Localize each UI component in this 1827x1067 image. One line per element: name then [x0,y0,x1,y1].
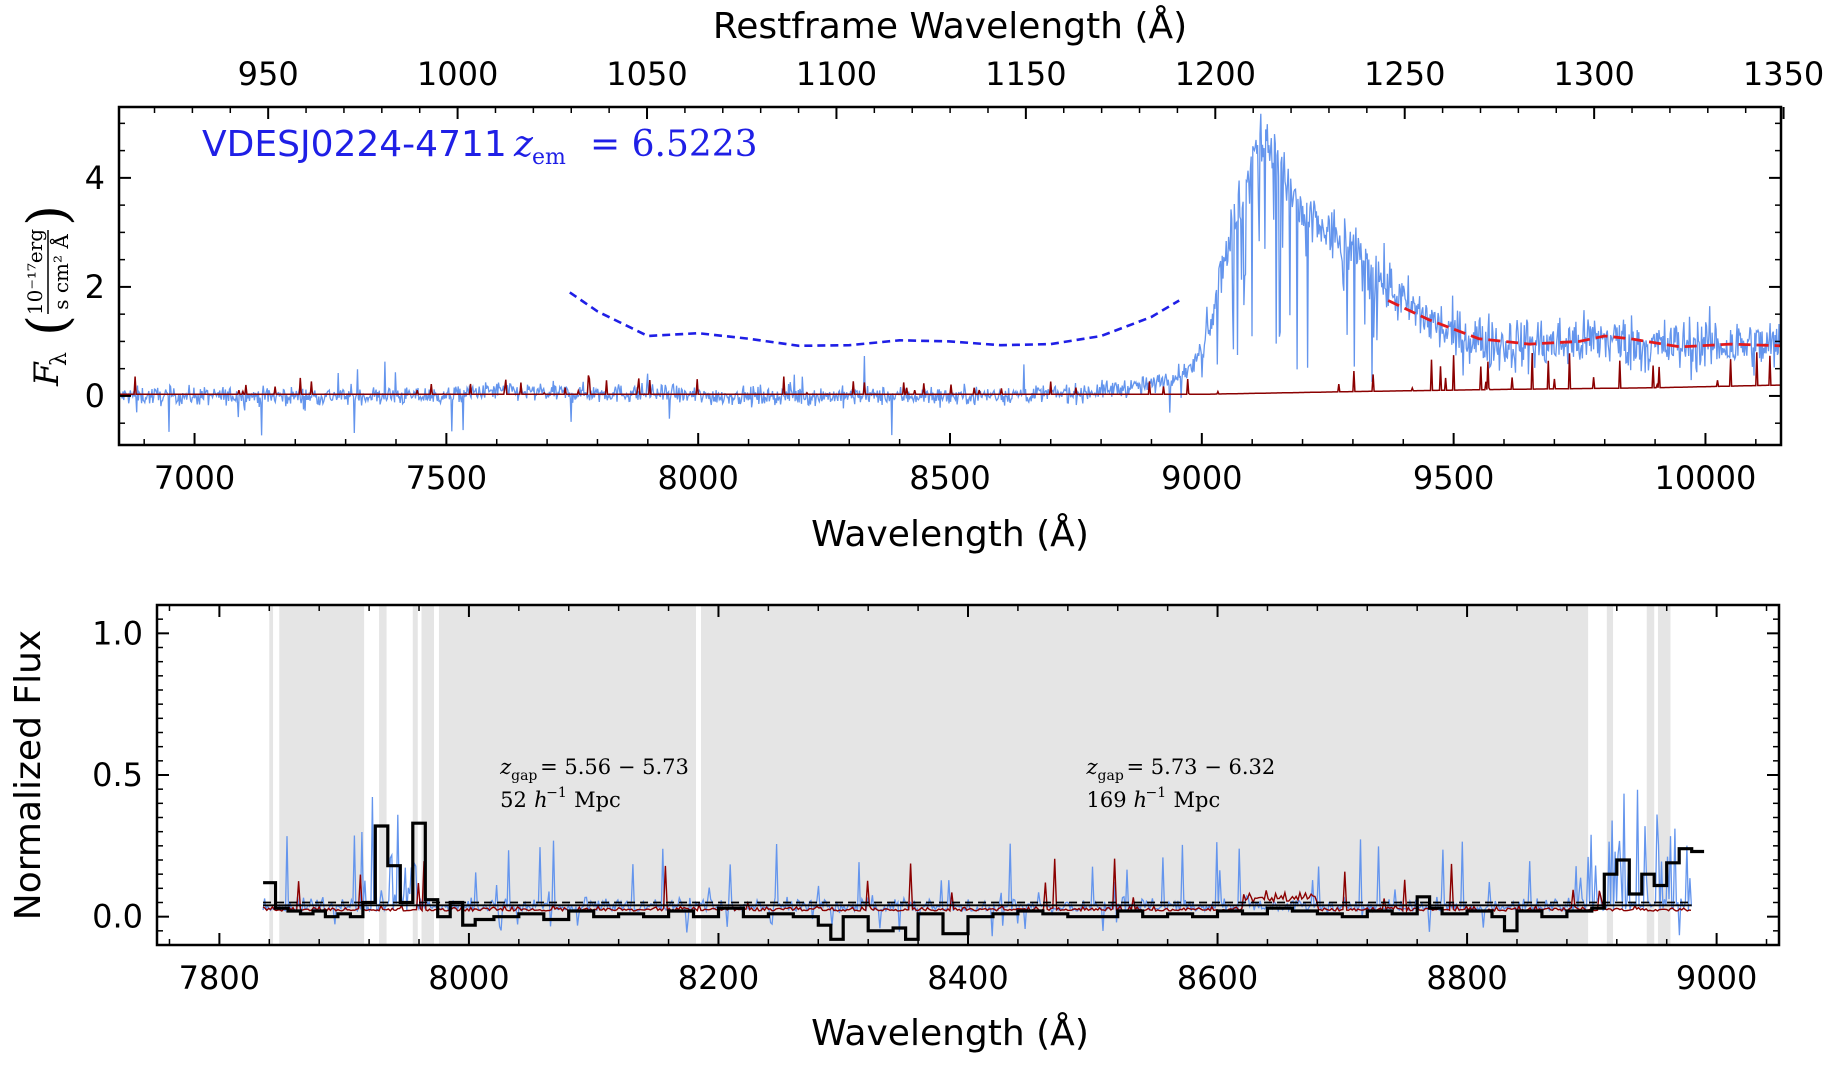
gap-length: 52 [500,788,527,812]
binned-flux-step [263,821,1705,941]
continuum-fit-blue [569,291,1180,348]
restframe-tick-label: 1200 [1175,55,1256,93]
gap-z-subscript: gap [1098,768,1124,784]
y-axis-unit-numerator: 10⁻¹⁷erg [23,229,47,315]
gap-h-exponent: −1 [1146,785,1167,801]
restframe-tick-label: 1350 [1743,55,1824,93]
gap-shaded-region [412,605,418,945]
restframe-tick-label: 1050 [606,55,687,93]
y-tick-label: 1.0 [92,614,143,652]
gap-z-symbol: z [1086,755,1099,779]
y-axis-symbol: F [27,361,67,387]
gap-annotation: z gap = 5.56 − 5.73 52 h−1 Mpc [499,755,689,812]
y-tick-label: 0 [85,377,105,415]
gap-h-exponent: −1 [546,785,567,801]
y-tick-label: 4 [85,159,105,197]
gap-mpc: Mpc [1174,788,1221,812]
spectrum-plot-area [119,113,1781,436]
y-axis-title: F λ ( 10⁻¹⁷erg s cm² Å ) [16,205,79,387]
transmission-ticks: 7800 8000 8200 8400 8600 8800 9000 0.0 0.5 1.0 [92,605,1779,997]
restframe-tick-label: 1000 [417,55,498,93]
gap-shaded-region [1646,605,1655,945]
x-tick-label: 7000 [154,459,235,497]
restframe-tick-label: 950 [238,55,299,93]
y-tick-label: 0.5 [92,756,143,794]
x-tick-label: 10000 [1655,459,1757,497]
restframe-tick-label: 1100 [796,55,877,93]
spectrum-panel: 7000 7500 8000 8500 9000 9500 10000 950 1000 1050… [16,4,1824,555]
x-tick-label: 8400 [927,959,1008,997]
x-tick-label: 9000 [1676,959,1757,997]
gap-h-symbol: h [1134,788,1148,812]
x-tick-label: 9500 [1413,459,1494,497]
gap-shaded-region [269,605,274,945]
x-tick-label: 8500 [909,459,990,497]
restframe-axis-title: Restframe Wavelength (Å) [713,4,1187,47]
x-tick-label: 7800 [179,959,260,997]
gap-z-subscript: gap [511,768,537,784]
gap-z-range: = 5.73 − 6.32 [1127,755,1276,779]
restframe-tick-label: 1150 [985,55,1066,93]
y-axis-paren-right: ) [16,205,79,226]
continuum-fit-red [1387,299,1781,349]
gap-mpc: Mpc [574,788,621,812]
gap-shaded-region [438,605,697,945]
x-tick-label: 8800 [1426,959,1507,997]
x-tick-label: 8000 [657,459,738,497]
x-tick-label: 8600 [1177,959,1258,997]
gap-shaded-region [1606,605,1614,945]
gap-shaded-region [700,605,1589,945]
z-em-subscript: em [532,145,566,170]
y-axis-paren-left: ( [16,315,79,336]
transmission-plot-area [262,605,1705,945]
gap-h-symbol: h [534,788,548,812]
gap-shaded-region [379,605,387,945]
z-em-symbol: z [513,124,534,165]
restframe-tick-label: 1300 [1553,55,1634,93]
spectrum-ticks: 7000 7500 8000 8500 9000 9500 10000 950 1000 1050… [85,55,1825,497]
gap-z-symbol: z [499,755,512,779]
x-tick-label: 8000 [428,959,509,997]
y-tick-label: 2 [85,268,105,306]
y-axis-subscript: λ [47,352,72,366]
gap-z-range: = 5.56 − 5.73 [540,755,689,779]
x-axis-title: Wavelength (Å) [811,512,1089,555]
error-spectrum [119,352,1781,396]
gap-length: 169 [1087,788,1127,812]
y-axis-unit-denominator: s cm² Å [48,234,73,310]
gap-shaded-region [279,605,365,945]
z-em-value: = 6.5223 [590,124,758,165]
x-tick-label: 8200 [678,959,759,997]
x-axis-title-bottom: Wavelength (Å) [811,1011,1089,1054]
x-tick-label: 7500 [406,459,487,497]
x-tick-label: 9000 [1161,459,1242,497]
quasar-name: VDESJ0224-4711 [202,124,507,165]
restframe-tick-label: 1250 [1364,55,1445,93]
y-tick-label: 0.0 [92,898,143,936]
y-axis-title-bottom: Normalized Flux [8,630,49,920]
